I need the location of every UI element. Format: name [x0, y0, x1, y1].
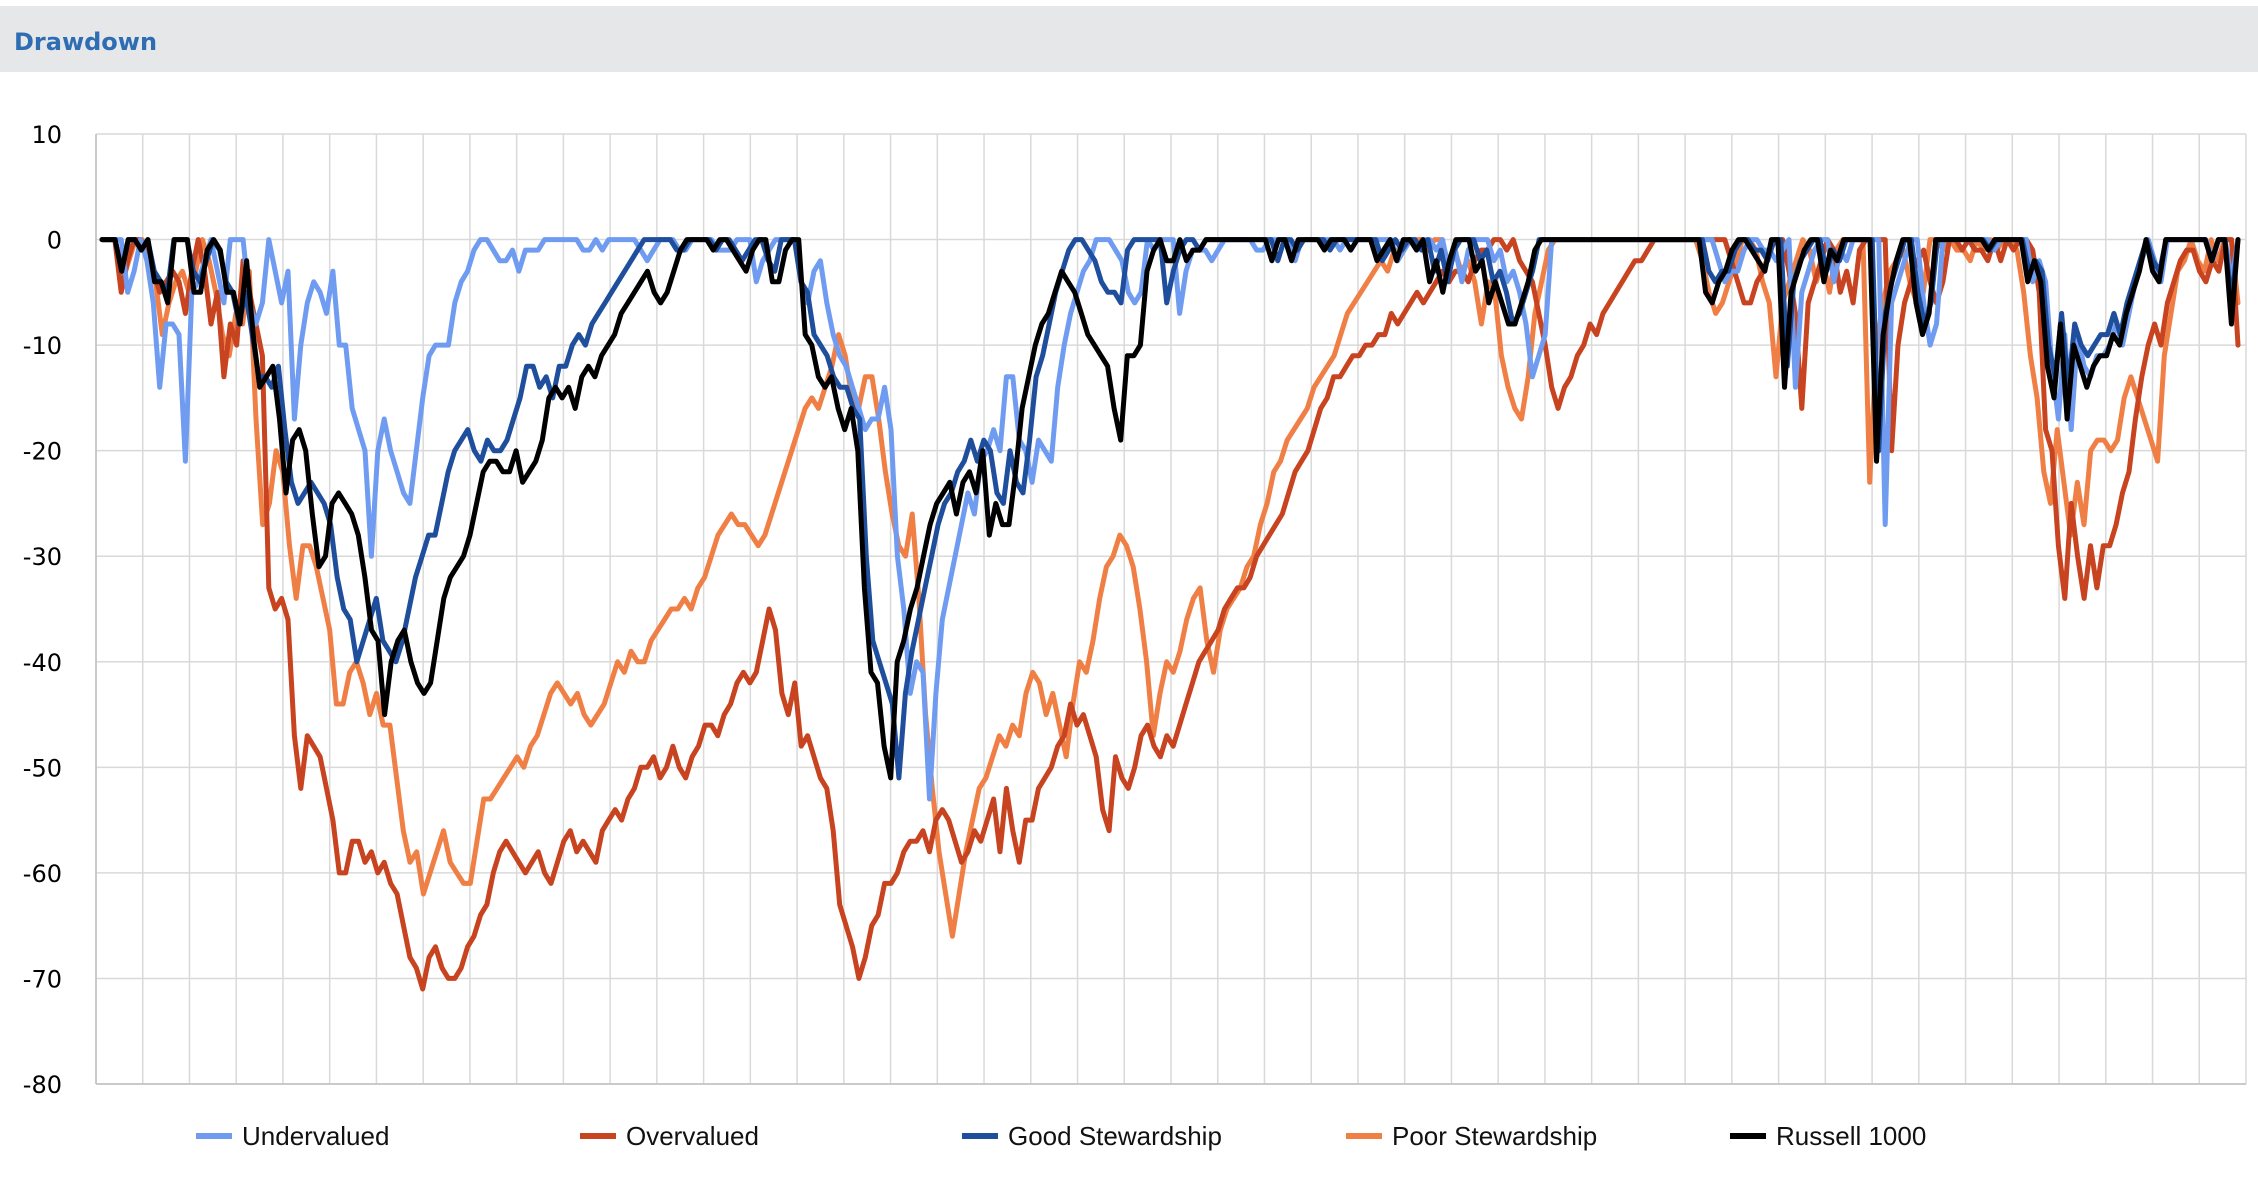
legend-item: Russell 1000 [1730, 1121, 1926, 1151]
y-tick-label: -80 [23, 1071, 62, 1099]
series-line-undervalued [99, 237, 2241, 802]
legend: Undervalued Overvalued Good Stewardship Poo… [196, 1121, 1926, 1151]
y-tick-label: -20 [23, 438, 62, 466]
y-tick-label: -10 [23, 332, 62, 360]
series-line-russell-1000 [99, 237, 2241, 781]
legend-item: Poor Stewardship [1346, 1121, 1597, 1151]
y-tick-label: -40 [23, 649, 62, 677]
legend-label: Poor Stewardship [1392, 1121, 1597, 1151]
y-tick-label: 10 [31, 121, 62, 149]
y-tick-label: -50 [23, 754, 62, 782]
legend-item: Overvalued [580, 1121, 759, 1151]
y-tick-label: -60 [23, 860, 62, 888]
panel-header: Drawdown [0, 6, 2258, 72]
series-line-overvalued [99, 237, 2241, 992]
legend-label: Russell 1000 [1776, 1121, 1926, 1151]
y-tick-label: 0 [47, 227, 62, 255]
legend-label: Undervalued [242, 1121, 389, 1151]
legend-item: Good Stewardship [962, 1121, 1222, 1151]
series-layer [99, 237, 2241, 992]
y-tick-label: -70 [23, 965, 62, 993]
y-tick-label: -30 [23, 543, 62, 571]
series-line-poor-stewardship [99, 237, 2241, 939]
legend-label: Good Stewardship [1008, 1121, 1222, 1151]
axis-layer: 10 0 -10 -20 -30 -40 -50 -60 -70 -80 [23, 121, 2246, 1099]
panel-title: Drawdown [14, 28, 158, 56]
legend-item: Undervalued [196, 1121, 389, 1151]
legend-label: Overvalued [626, 1121, 759, 1151]
